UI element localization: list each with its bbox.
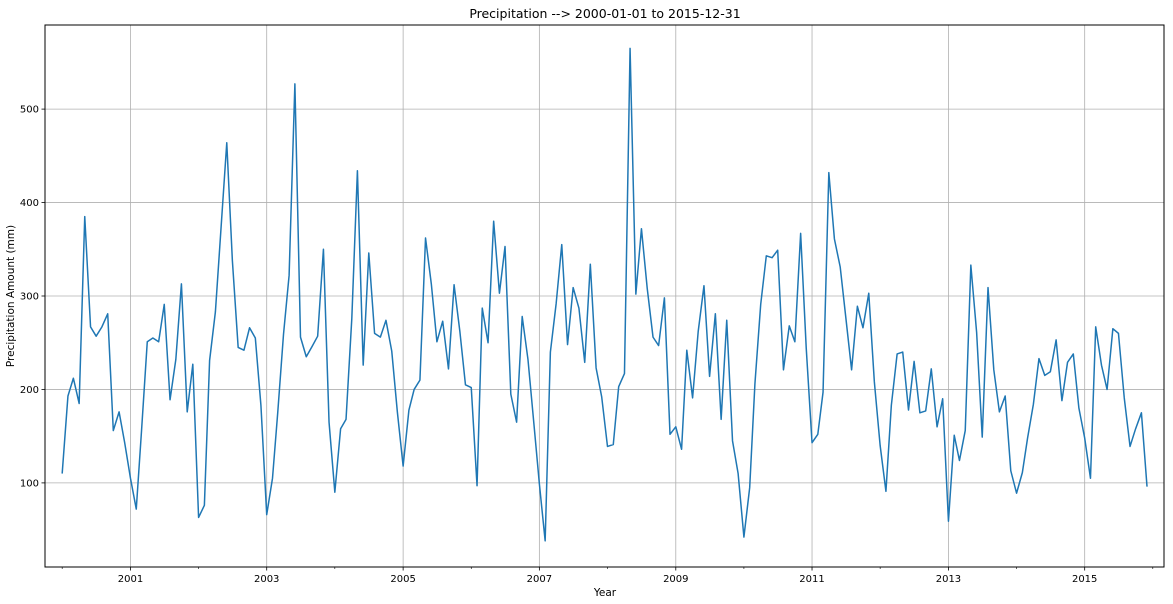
x-tick-label: 2007	[527, 574, 552, 585]
x-tick-label: 2009	[663, 574, 688, 585]
series-layer	[61, 47, 1148, 542]
ticks: 2001 2003 2005 2007 2009 2011 2013 2015 100 200 30…	[20, 105, 1154, 585]
x-tick-label: 2005	[390, 574, 415, 585]
y-axis-label: Precipitation Amount (mm)	[5, 225, 17, 367]
series-line-0	[61, 47, 1148, 542]
y-tick-label: 200	[20, 385, 39, 396]
x-tick-label: 2003	[254, 574, 279, 585]
y-tick-label: 500	[20, 105, 39, 116]
x-axis-label: Year	[593, 587, 617, 599]
grid-lines	[45, 25, 1164, 567]
chart-title: Precipitation --> 2000-01-01 to 2015-12-…	[469, 6, 740, 21]
x-tick-label: 2001	[118, 574, 143, 585]
y-tick-label: 300	[20, 292, 39, 303]
x-tick-label: 2013	[936, 574, 961, 585]
x-tick-label: 2011	[799, 574, 824, 585]
x-tick-label: 2015	[1072, 574, 1097, 585]
y-tick-label: 100	[20, 478, 39, 489]
y-tick-label: 400	[20, 198, 39, 209]
